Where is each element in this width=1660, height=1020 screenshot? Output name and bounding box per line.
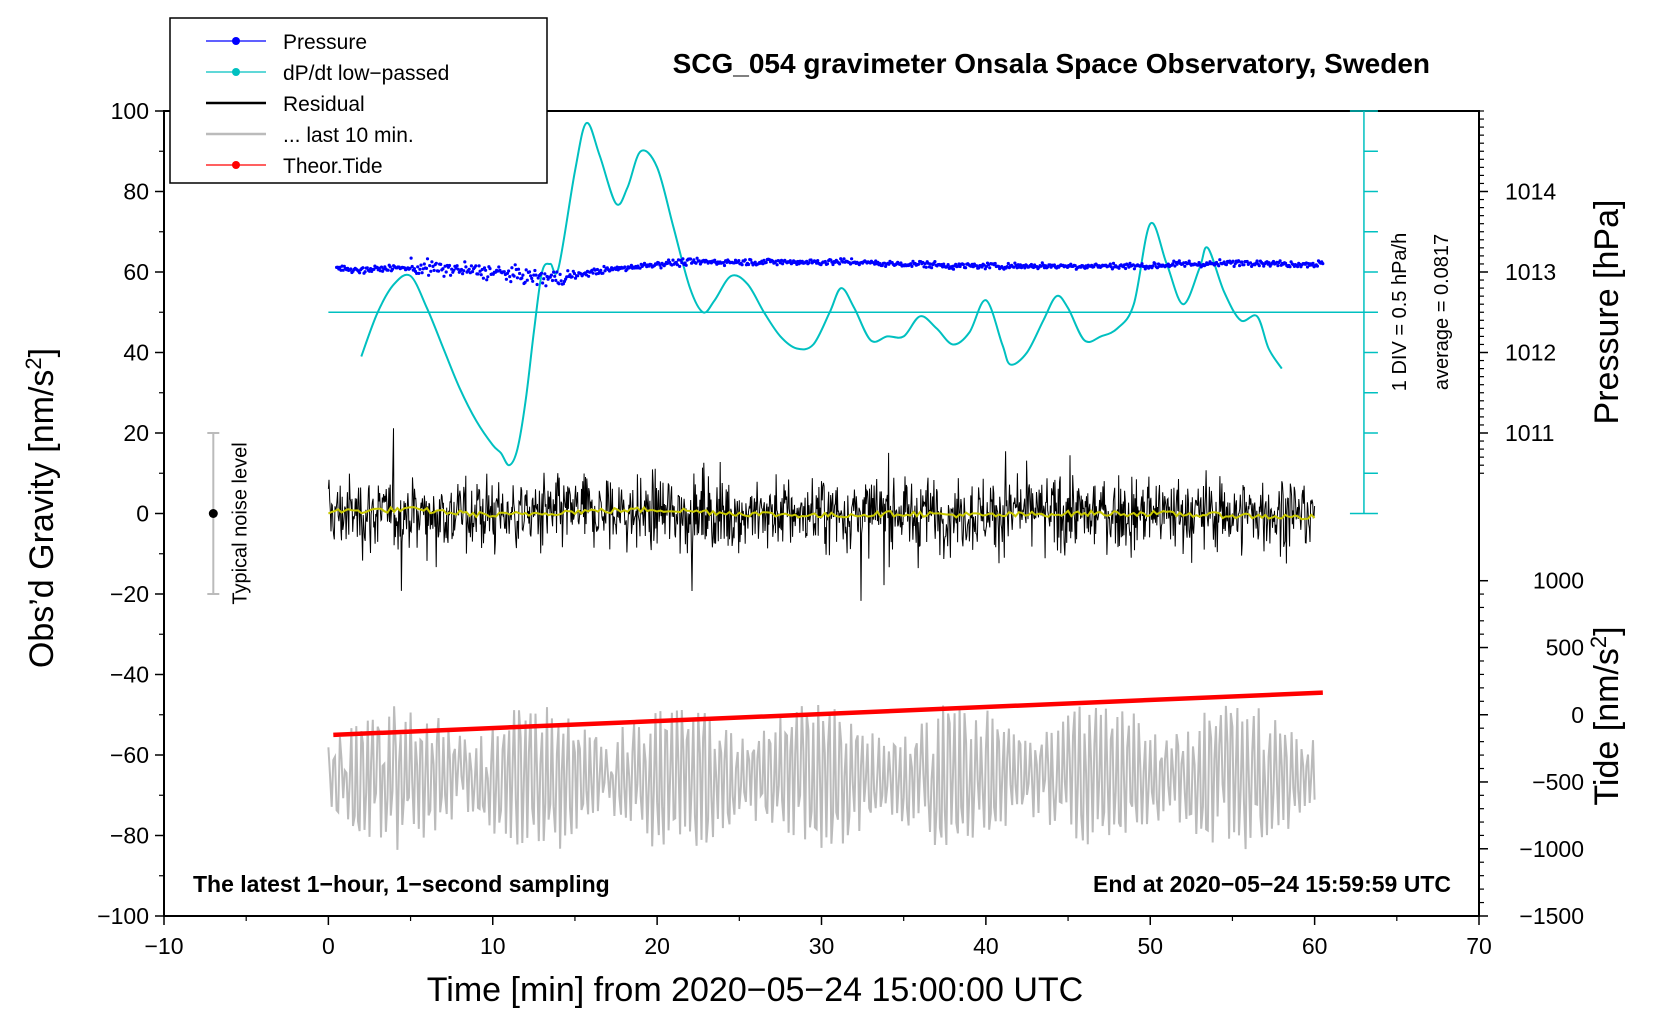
- y-tick-label: 0: [136, 501, 149, 527]
- x-axis-label: Time [min] from 2020−05−24 15:00:00 UTC: [427, 971, 1083, 1009]
- y-tick-label: −20: [110, 581, 149, 607]
- noise-bar-label: Typical noise level: [229, 442, 251, 604]
- residual-smoothed-line: [327, 505, 1316, 521]
- x-tick-label: 70: [1466, 933, 1492, 959]
- noise-bar-point: [208, 509, 218, 518]
- dpdt-line: [360, 122, 1283, 467]
- tide-tick-label: −500: [1532, 769, 1584, 795]
- x-tick-label: 40: [973, 933, 999, 959]
- legend-group: Pressure dP/dt low−passed Residual ... last…: [169, 17, 548, 184]
- y-label-left-end: ]: [23, 348, 61, 357]
- y-tick-label: −60: [110, 742, 149, 768]
- y-tick-label: 20: [123, 420, 149, 446]
- x-tick-label: −10: [144, 933, 183, 959]
- pressure-tick-label: 1012: [1505, 340, 1556, 366]
- legend-label: Theor.Tide: [283, 155, 383, 178]
- dpdt-average-label: average = 0.0817: [1431, 234, 1453, 390]
- legend-label: ... last 10 min.: [283, 124, 414, 147]
- dpdt-div-label: 1 DIV = 0.5 hPa/h: [1389, 233, 1411, 391]
- tide-tick-label: 1000: [1533, 568, 1584, 594]
- x-tick-label: 30: [809, 933, 835, 959]
- y-tick-label: 40: [123, 340, 149, 366]
- x-tick-label: 10: [480, 933, 506, 959]
- y-label-tide-sup: 2: [1586, 636, 1611, 648]
- y-tick-label: 60: [123, 259, 149, 285]
- axes-group: −10 0 10 20 30 40 50 60 70100806040200−20−40−60−…: [97, 98, 1584, 959]
- y-label-left-main: Obs’d Gravity [nm/s: [23, 370, 61, 669]
- pressure-tick-label: 1014: [1505, 179, 1556, 205]
- y-tick-label: 80: [123, 179, 149, 205]
- y-label-tide-end: ]: [1588, 626, 1626, 635]
- legend-label: Pressure: [283, 31, 367, 54]
- x-tick-label: 50: [1137, 933, 1163, 959]
- x-tick-label: 20: [644, 933, 670, 959]
- tide-tick-label: 0: [1571, 702, 1584, 728]
- x-tick-label: 60: [1302, 933, 1328, 959]
- legend-label: dP/dt low−passed: [283, 62, 449, 85]
- annotation-left: The latest 1−hour, 1−second sampling: [193, 871, 610, 897]
- pressure-tick-label: 1013: [1505, 259, 1556, 285]
- y-label-left-sup: 2: [21, 357, 46, 369]
- pressure-tick-label: 1011: [1505, 420, 1554, 446]
- y-tick-label: 100: [111, 98, 149, 124]
- theor-tide-line: [333, 690, 1323, 738]
- chart-title: SCG_054 gravimeter Onsala Space Observat…: [673, 48, 1430, 79]
- y-tick-label: −80: [110, 823, 149, 849]
- y-axis-label-left: Obs’d Gravity [nm/s2]: [21, 348, 61, 668]
- dpdt-scale-group: 1 DIV = 0.5 hPa/h average = 0.0817: [1349, 110, 1453, 515]
- legend-marker: [232, 68, 240, 76]
- y-tick-label: −40: [110, 662, 149, 688]
- residual-line: [327, 428, 1316, 601]
- series-group: [327, 122, 1378, 850]
- y-label-tide-main: Tide [nm/s: [1588, 648, 1626, 805]
- y-tick-label: −100: [97, 903, 149, 929]
- x-tick-label: 0: [322, 933, 335, 959]
- tide-tick-label: 500: [1546, 635, 1584, 661]
- legend-marker: [232, 161, 240, 169]
- y-axis-label-tide: Tide [nm/s2]: [1586, 626, 1626, 805]
- pressure-line: [335, 256, 1325, 288]
- legend-marker: [232, 37, 240, 45]
- annotation-right: End at 2020−05−24 15:59:59 UTC: [1093, 871, 1451, 897]
- annotation-group: Typical noise level The latest 1−hour, 1−…: [193, 432, 1451, 897]
- legend-label: Residual: [283, 93, 365, 116]
- tide-tick-label: −1000: [1519, 836, 1584, 862]
- y-axis-label-pressure: Pressure [hPa]: [1588, 200, 1626, 425]
- legend-box: [169, 17, 548, 184]
- tide-tick-label: −1500: [1519, 903, 1584, 929]
